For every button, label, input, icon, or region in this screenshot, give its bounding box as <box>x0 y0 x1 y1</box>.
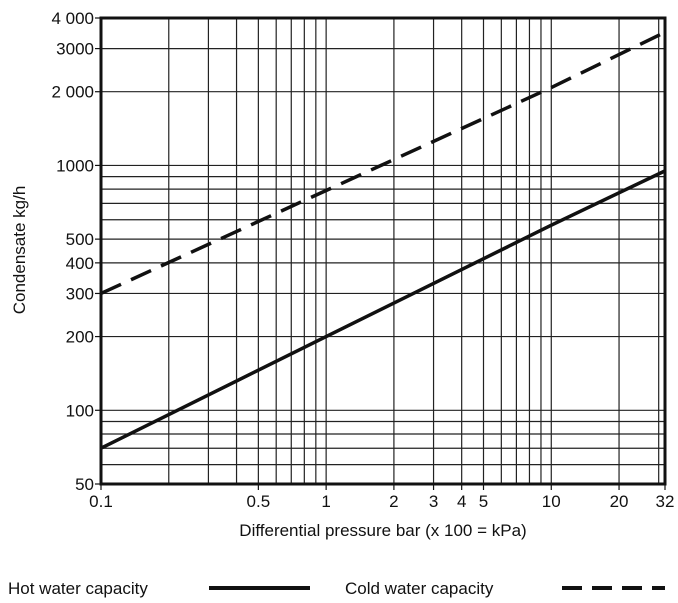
x-tick-label: 4 <box>457 492 466 511</box>
y-tick-label: 500 <box>66 230 94 249</box>
x-tick-label: 5 <box>479 492 488 511</box>
x-tick-label: 1 <box>321 492 330 511</box>
y-tick-label: 2 000 <box>51 83 94 102</box>
legend-label-hot: Hot water capacity <box>8 579 148 598</box>
y-tick-label: 1000 <box>56 156 94 175</box>
x-tick-label: 2 <box>389 492 398 511</box>
y-axis-label: Condensate kg/h <box>10 186 29 315</box>
grid <box>101 18 665 484</box>
x-tick-label: 20 <box>610 492 629 511</box>
series-line-cold <box>100 30 666 296</box>
plot-frame <box>99 16 667 486</box>
y-tick-label: 200 <box>66 328 94 347</box>
y-tick-label: 300 <box>66 284 94 303</box>
x-tick-label: 32 <box>656 492 675 511</box>
x-tick-label: 3 <box>429 492 438 511</box>
legend-label-cold: Cold water capacity <box>345 579 494 598</box>
legend: Hot water capacity Cold water capacity <box>8 579 665 598</box>
tick-labels: 0.1 0.5 1 2 3 4 5 10 20 32 50 100 200 300 400 500 1000 2 … <box>51 9 674 511</box>
y-tick-label: 100 <box>66 401 94 420</box>
y-tick-label: 400 <box>66 254 94 273</box>
y-tick-label: 4 000 <box>51 9 94 28</box>
y-tick-label: 50 <box>75 475 94 494</box>
x-tick-label: 0.5 <box>247 492 271 511</box>
x-tick-label: 10 <box>542 492 561 511</box>
series-line-hot <box>100 169 666 450</box>
series-lines <box>100 30 666 450</box>
x-tick-label: 0.1 <box>89 492 113 511</box>
y-tick-label: 3000 <box>56 40 94 59</box>
x-axis-label: Differential pressure bar (x 100 = kPa) <box>239 521 526 540</box>
